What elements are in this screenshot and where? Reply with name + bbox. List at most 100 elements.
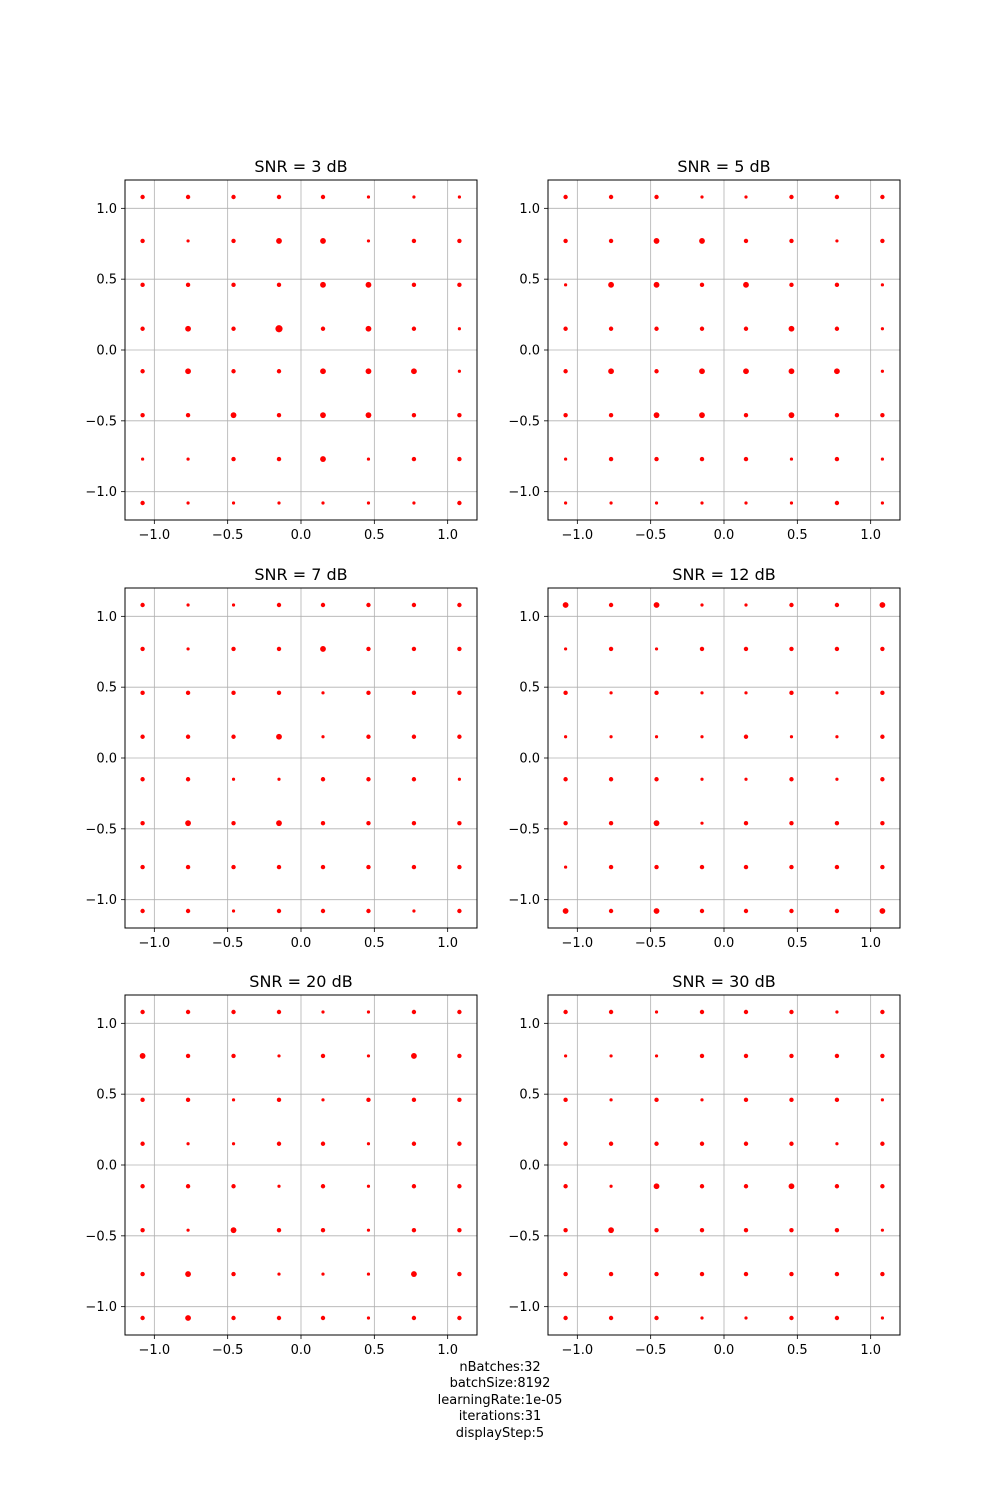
constellation-point [608, 820, 614, 826]
constellation-point [700, 821, 704, 825]
constellation-point [140, 734, 145, 739]
constellation-point [457, 1009, 462, 1015]
constellation-point [563, 326, 568, 331]
constellation-point [789, 238, 794, 244]
constellation-point [700, 501, 704, 505]
constellation-point [185, 908, 191, 914]
constellation-point [457, 1271, 462, 1277]
constellation-point [186, 603, 190, 607]
x-tick-label: −1.0 [562, 936, 594, 951]
constellation-point [275, 325, 283, 333]
constellation-point [411, 238, 417, 244]
param-display-step: displayStep:5 [455, 1425, 545, 1441]
subplot-title: SNR = 30 dB [672, 972, 775, 991]
constellation-point [608, 326, 614, 331]
y-tick-label: 0.5 [519, 273, 540, 288]
constellation-point [834, 602, 840, 608]
constellation-point [185, 864, 191, 870]
constellation-point [320, 908, 326, 914]
constellation-point [653, 1183, 660, 1190]
constellation-point [457, 500, 462, 506]
constellation-point [185, 734, 191, 739]
constellation-point [185, 325, 191, 332]
constellation-point [743, 864, 749, 870]
y-tick-label: 0.0 [96, 752, 117, 767]
x-tick-label: −0.5 [212, 528, 244, 543]
constellation-point [835, 735, 839, 739]
constellation-point [654, 369, 659, 374]
constellation-point [320, 602, 326, 608]
constellation-point [789, 602, 794, 608]
constellation-point [563, 194, 568, 200]
constellation-point [321, 735, 325, 739]
constellation-point [562, 908, 569, 914]
constellation-point [743, 908, 749, 914]
constellation-point [231, 282, 236, 288]
constellation-point [563, 1097, 568, 1103]
constellation-point [880, 194, 885, 200]
training-parameters: nBatches:32 batchSize:8192 learningRate:… [300, 1360, 700, 1442]
x-tick-label: −0.5 [635, 936, 667, 951]
subplot-title: SNR = 3 dB [254, 157, 347, 176]
constellation-point [608, 238, 614, 244]
constellation-point [789, 1009, 794, 1015]
constellation-point [654, 690, 659, 696]
constellation-point [230, 1227, 237, 1234]
constellation-point [834, 326, 840, 331]
constellation-point [743, 368, 749, 375]
constellation-point [880, 238, 885, 244]
constellation-point [231, 238, 236, 244]
x-tick-label: −1.0 [139, 528, 171, 543]
x-tick-label: −1.0 [562, 1343, 594, 1358]
y-tick-label: 0.0 [519, 752, 540, 767]
constellation-point [411, 1009, 417, 1015]
constellation-point [880, 369, 885, 373]
constellation-point [564, 457, 568, 461]
x-tick-label: −0.5 [212, 936, 244, 951]
constellation-point [743, 238, 749, 244]
y-tick-label: −1.0 [85, 893, 117, 908]
constellation-point [457, 1315, 462, 1321]
constellation-point [880, 1141, 885, 1146]
x-tick-label: 1.0 [437, 936, 458, 951]
constellation-point [653, 820, 660, 827]
constellation-point [276, 733, 282, 740]
constellation-point [699, 1009, 705, 1015]
constellation-point [186, 1142, 190, 1146]
constellation-point [185, 1053, 191, 1059]
constellation-point [653, 412, 660, 419]
subplot-3: SNR = 7 dB −1.0 −0.5 0.0 0.5 1.0 −1.0 −0.5 0.0 0.… [85, 565, 478, 951]
constellation-point [563, 1184, 568, 1189]
constellation-point [880, 457, 885, 461]
constellation-point [411, 1053, 417, 1059]
constellation-point [789, 777, 794, 782]
constellation-point [608, 281, 614, 288]
x-tick-label: 0.5 [787, 936, 808, 951]
y-tick-label: 1.0 [96, 610, 117, 625]
constellation-point [366, 646, 371, 652]
constellation-point [654, 1315, 659, 1321]
constellation-point [366, 690, 371, 696]
subplot-5: SNR = 20 dB −1.0 −0.5 0.0 0.5 1.0 −1.0 −0.5 0.0 0… [85, 972, 478, 1358]
constellation-point [140, 412, 145, 418]
constellation-point [366, 820, 371, 826]
constellation-point [834, 646, 840, 652]
y-tick-label: 1.0 [519, 202, 540, 217]
constellation-point [140, 500, 145, 506]
constellation-point [411, 1097, 417, 1103]
constellation-point [880, 777, 885, 782]
x-tick-label: 0.5 [787, 528, 808, 543]
constellation-point [834, 1271, 840, 1277]
constellation-point [700, 1316, 704, 1320]
constellation-point [700, 195, 704, 199]
param-learning-rate: learningRate:1e-05 [437, 1392, 563, 1408]
constellation-point [320, 238, 326, 244]
constellation-point [321, 1010, 325, 1014]
constellation-point [366, 457, 371, 461]
constellation-point [185, 1097, 191, 1103]
constellation-point [834, 908, 840, 914]
constellation-point [186, 457, 190, 461]
constellation-point [231, 1142, 236, 1146]
constellation-point [789, 1227, 794, 1233]
y-tick-label: 0.5 [96, 1088, 117, 1103]
